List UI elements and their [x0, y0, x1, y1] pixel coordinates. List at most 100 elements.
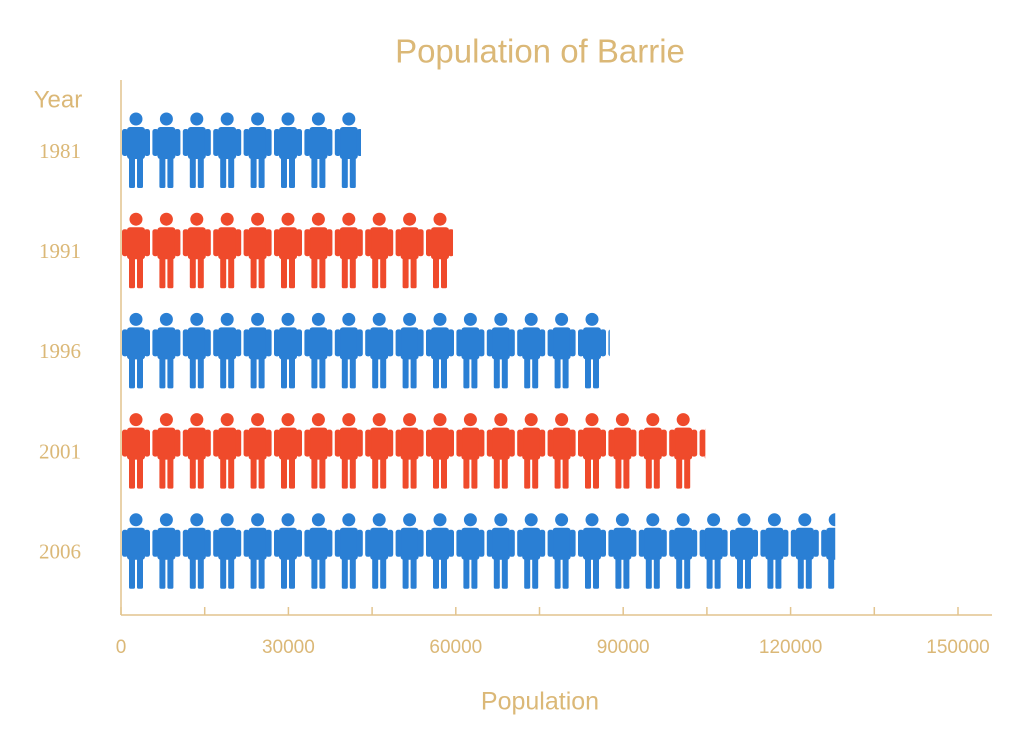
icon-leg: [745, 557, 751, 589]
person-icon: [213, 312, 242, 389]
icon-head: [281, 112, 295, 126]
icon-body: [248, 527, 267, 560]
icon-arm: [213, 229, 220, 257]
icon-arm: [630, 329, 636, 356]
person-icon: [152, 312, 181, 389]
icon-head: [129, 112, 143, 126]
icon-leg: [341, 257, 348, 289]
person-icon: [699, 428, 706, 459]
icon-head: [159, 112, 173, 126]
icon-leg: [289, 557, 295, 589]
icon-arm: [235, 129, 242, 156]
icon-arm: [790, 529, 797, 557]
icon-body: [400, 327, 419, 360]
icon-leg: [289, 257, 295, 289]
icon-arm: [182, 229, 189, 257]
icon-arm: [517, 529, 524, 557]
person-icon: [152, 513, 181, 589]
icon-leg: [532, 357, 539, 389]
icon-head: [311, 513, 325, 527]
icon-leg: [623, 557, 630, 589]
icon-leg: [258, 457, 265, 489]
icon-arm: [508, 529, 515, 557]
icon-body: [339, 227, 358, 260]
y-tick-label: 2001: [39, 439, 81, 463]
x-axis-label: Population: [481, 688, 599, 716]
icon-body: [279, 427, 297, 460]
icon-leg: [197, 557, 204, 589]
icon-leg: [645, 557, 652, 589]
icon-leg: [167, 157, 174, 188]
icon-arm: [486, 429, 493, 457]
person-icon: [122, 413, 150, 489]
icon-arm: [569, 429, 576, 457]
icon-arm: [417, 329, 424, 357]
icon-leg: [189, 157, 196, 188]
icon-body: [491, 427, 510, 460]
icon-arm: [304, 229, 311, 257]
icon-arm: [213, 429, 220, 457]
icon-leg: [258, 557, 265, 589]
person-icon: [243, 312, 272, 389]
icon-head: [372, 312, 386, 326]
icon-head: [129, 413, 143, 427]
icon-leg: [319, 457, 326, 489]
icon-leg: [471, 457, 478, 489]
icon-body: [157, 227, 176, 260]
icon-arm: [122, 329, 128, 357]
icon-arm: [274, 529, 280, 557]
icon-leg: [554, 357, 561, 389]
icon-leg: [220, 557, 227, 589]
icon-leg: [319, 157, 326, 188]
icon-leg: [706, 557, 713, 589]
icon-head: [676, 413, 690, 427]
icon-arm: [569, 529, 576, 557]
icon-head: [251, 212, 265, 226]
pictograph-bar: [122, 112, 361, 188]
icon-body: [309, 127, 328, 159]
icon-leg: [441, 557, 447, 589]
icon-head: [463, 413, 477, 427]
person-icon: [213, 413, 242, 489]
icon-arm: [274, 129, 280, 156]
icon-arm: [730, 529, 736, 557]
icon-body: [309, 427, 328, 460]
icon-arm: [296, 129, 302, 156]
icon-arm: [547, 429, 554, 457]
icon-body: [522, 527, 541, 560]
icon-leg: [828, 557, 835, 589]
icon-leg: [380, 557, 387, 589]
icon-arm: [395, 429, 402, 457]
icon-arm: [547, 529, 554, 557]
icon-arm: [356, 529, 363, 557]
icon-leg: [250, 557, 257, 589]
person-icon: [638, 513, 667, 589]
icon-head: [220, 312, 234, 326]
icon-leg: [129, 157, 135, 188]
icon-arm: [508, 329, 515, 357]
icon-head: [251, 513, 265, 527]
person-icon: [456, 312, 485, 389]
icon-arm: [265, 229, 272, 257]
icon-leg: [805, 557, 812, 589]
pictograph-bar: [122, 513, 836, 589]
icon-head: [494, 413, 508, 427]
icon-body: [187, 427, 206, 460]
icon-leg: [250, 157, 257, 188]
icon-arm: [517, 429, 524, 457]
icon-arm: [334, 329, 341, 357]
icon-arm: [760, 529, 767, 557]
icon-head: [342, 413, 356, 427]
icon-body: [218, 427, 237, 460]
icon-leg: [197, 157, 204, 188]
person-icon: [152, 212, 181, 289]
icon-head: [463, 513, 477, 527]
icon-leg: [714, 557, 721, 589]
icon-arm: [821, 529, 828, 557]
icon-leg: [463, 557, 470, 589]
icon-leg: [189, 457, 196, 489]
icon-body: [339, 527, 358, 560]
person-icon: [608, 513, 637, 589]
icon-head: [190, 212, 204, 226]
icon-arm: [174, 329, 181, 357]
